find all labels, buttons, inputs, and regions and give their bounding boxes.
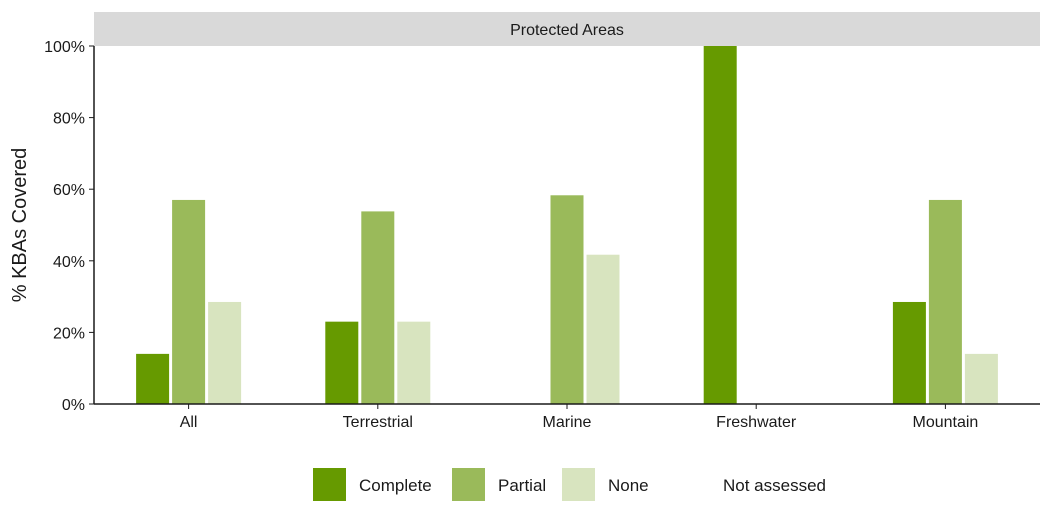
- legend-label-complete: Complete: [359, 476, 432, 495]
- x-tick-label: Mountain: [912, 414, 978, 431]
- bar-none-mountain: [964, 353, 998, 404]
- bar-partial-terrestrial: [361, 211, 395, 404]
- x-tick-label: Marine: [543, 414, 592, 431]
- facet-strip: [94, 12, 1040, 46]
- x-tick-label: All: [180, 414, 198, 431]
- legend-label-partial: Partial: [498, 476, 546, 495]
- y-tick-label: 40%: [53, 254, 85, 271]
- bars-group: [136, 46, 998, 404]
- legend-label-none: None: [608, 476, 649, 495]
- y-tick-label: 0%: [62, 397, 85, 414]
- bar-none-all: [208, 301, 242, 404]
- bar-complete-freshwater: [703, 46, 737, 404]
- y-tick-label: 20%: [53, 325, 85, 342]
- axes-group: 0% 20% 40% 60% 80% 100% All Terrestrial Marine Fr…: [44, 39, 1040, 431]
- bar-partial-marine: [550, 195, 584, 404]
- y-tick-label: 100%: [44, 39, 85, 56]
- y-tick-label: 80%: [53, 111, 85, 128]
- legend-key-partial: [452, 468, 485, 501]
- bar-none-terrestrial: [397, 321, 431, 404]
- x-tick-label: Freshwater: [716, 414, 797, 431]
- legend: Complete Partial None Not assessed: [313, 468, 826, 501]
- facet-title: Protected Areas: [510, 22, 624, 39]
- y-tick-label: 60%: [53, 182, 85, 199]
- bar-complete-terrestrial: [325, 321, 359, 404]
- bar-partial-all: [172, 199, 206, 404]
- legend-key-none: [562, 468, 595, 501]
- bar-partial-mountain: [928, 199, 962, 404]
- bar-complete-all: [136, 353, 170, 404]
- legend-label-not-assessed: Not assessed: [723, 476, 826, 495]
- x-tick-label: Terrestrial: [343, 414, 413, 431]
- bar-complete-mountain: [892, 301, 926, 404]
- y-axis-label: % KBAs Covered: [9, 148, 31, 303]
- bar-none-marine: [586, 254, 620, 404]
- legend-key-complete: [313, 468, 346, 501]
